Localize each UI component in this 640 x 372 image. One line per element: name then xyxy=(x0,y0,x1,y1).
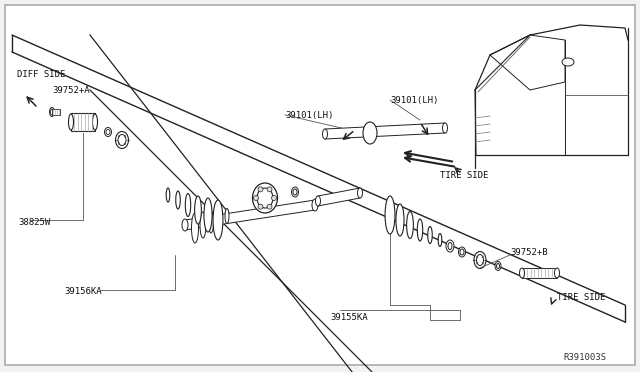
Ellipse shape xyxy=(323,129,328,139)
Text: 39156KA: 39156KA xyxy=(64,288,102,296)
Ellipse shape xyxy=(460,249,464,255)
Circle shape xyxy=(517,127,573,183)
Text: TIRE SIDE: TIRE SIDE xyxy=(557,294,605,302)
Text: 39752+A: 39752+A xyxy=(52,86,90,94)
Ellipse shape xyxy=(458,247,465,257)
Ellipse shape xyxy=(106,129,110,135)
Ellipse shape xyxy=(93,114,97,130)
Ellipse shape xyxy=(51,109,54,115)
Bar xyxy=(522,268,557,278)
Ellipse shape xyxy=(448,243,452,250)
Ellipse shape xyxy=(562,58,574,66)
Polygon shape xyxy=(325,123,445,139)
Ellipse shape xyxy=(68,114,74,130)
Ellipse shape xyxy=(385,196,395,234)
Ellipse shape xyxy=(195,196,202,224)
Ellipse shape xyxy=(191,213,198,243)
Text: TIRE SIDE: TIRE SIDE xyxy=(440,170,488,180)
Ellipse shape xyxy=(497,263,499,269)
Ellipse shape xyxy=(49,108,54,116)
Text: DIFF SIDE: DIFF SIDE xyxy=(17,70,65,78)
Bar xyxy=(175,192,320,287)
Ellipse shape xyxy=(118,135,126,145)
Ellipse shape xyxy=(213,200,223,240)
Ellipse shape xyxy=(316,196,321,206)
Ellipse shape xyxy=(166,188,170,202)
Ellipse shape xyxy=(209,211,214,233)
Ellipse shape xyxy=(204,198,212,232)
Bar xyxy=(71,113,95,131)
Ellipse shape xyxy=(115,131,129,148)
Ellipse shape xyxy=(176,191,180,209)
Circle shape xyxy=(267,187,272,192)
Ellipse shape xyxy=(293,189,297,195)
Ellipse shape xyxy=(182,219,188,231)
Ellipse shape xyxy=(200,212,206,238)
Ellipse shape xyxy=(520,268,525,278)
Text: 38825W: 38825W xyxy=(18,218,51,227)
Polygon shape xyxy=(185,200,315,230)
Ellipse shape xyxy=(253,183,278,213)
Ellipse shape xyxy=(396,204,404,236)
Ellipse shape xyxy=(442,123,447,133)
Text: 39101(LH): 39101(LH) xyxy=(285,110,333,119)
Circle shape xyxy=(267,204,272,209)
Ellipse shape xyxy=(554,268,559,278)
Ellipse shape xyxy=(104,128,111,137)
Circle shape xyxy=(253,196,259,201)
Ellipse shape xyxy=(474,251,486,269)
Circle shape xyxy=(258,187,263,192)
Ellipse shape xyxy=(217,210,221,228)
Circle shape xyxy=(258,204,263,209)
Bar xyxy=(52,109,60,115)
Ellipse shape xyxy=(477,254,483,266)
Ellipse shape xyxy=(417,219,422,241)
Circle shape xyxy=(271,196,276,201)
Ellipse shape xyxy=(446,240,454,252)
Ellipse shape xyxy=(291,187,298,197)
Ellipse shape xyxy=(358,188,362,198)
Ellipse shape xyxy=(225,208,229,224)
Text: R391003S: R391003S xyxy=(563,353,606,362)
Ellipse shape xyxy=(406,212,413,238)
Text: 39155KA: 39155KA xyxy=(330,314,367,323)
Ellipse shape xyxy=(186,193,191,217)
Ellipse shape xyxy=(312,199,318,211)
Ellipse shape xyxy=(495,262,501,270)
Text: 39752+B: 39752+B xyxy=(510,247,548,257)
Ellipse shape xyxy=(428,227,432,244)
Ellipse shape xyxy=(257,188,273,208)
Text: 39101(LH): 39101(LH) xyxy=(390,96,438,105)
Ellipse shape xyxy=(438,234,442,247)
Polygon shape xyxy=(318,188,360,206)
Circle shape xyxy=(527,137,563,173)
Ellipse shape xyxy=(363,122,377,144)
